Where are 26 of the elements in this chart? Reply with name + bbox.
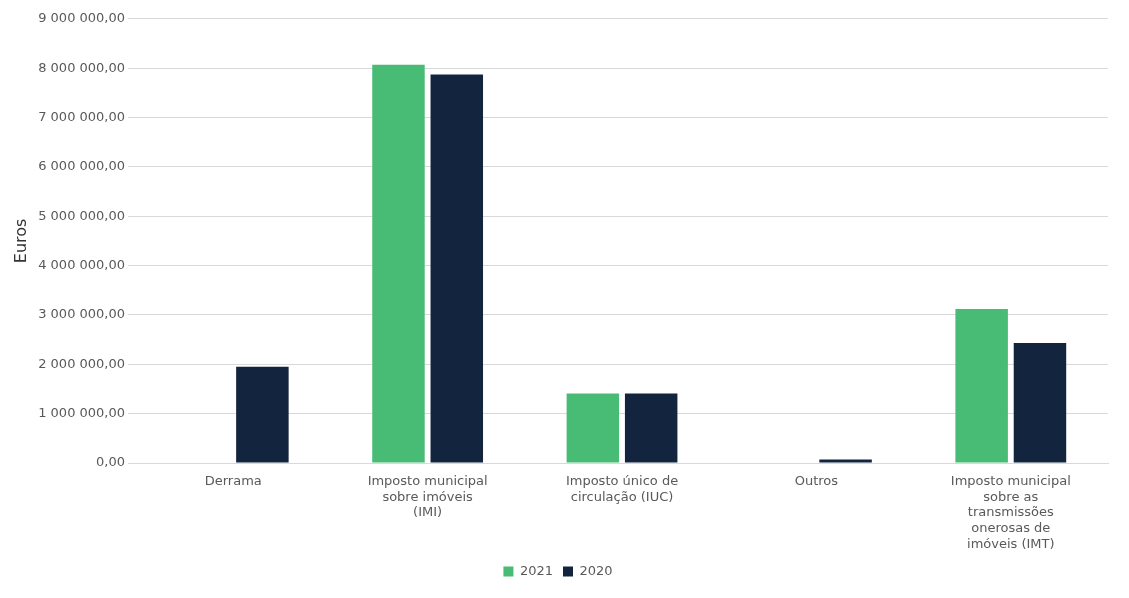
bar: [819, 459, 872, 463]
bar: [372, 64, 425, 463]
y-tick-label: 4 000 000,00: [38, 256, 126, 272]
y-tick-label: 3 000 000,00: [38, 306, 126, 322]
y-axis-title: Euros: [10, 218, 30, 264]
bar: [236, 366, 289, 463]
x-tick-label: Derrama: [204, 473, 262, 489]
x-tick-label: Outros: [794, 473, 839, 489]
y-tick-label: 7 000 000,00: [38, 108, 126, 124]
bar: [566, 393, 620, 463]
y-tick-label: 1 000 000,00: [38, 405, 126, 421]
y-tick-label: 6 000 000,00: [38, 158, 126, 174]
bar: [1013, 343, 1067, 463]
y-tick-label: 8 000 000,00: [38, 59, 126, 75]
x-tick-label: Imposto municipal sobre as transmissões onerosas de imóveis (IMT): [950, 473, 1071, 551]
legend-label: 2020: [579, 562, 613, 578]
legend-label: 2021: [519, 562, 554, 578]
x-tick-label: Imposto municipal sobre imóveis (IMI): [367, 473, 488, 520]
y-tick-label: 5 000 000,00: [38, 207, 126, 223]
y-tick-label: 2 000 000,00: [38, 355, 126, 371]
bar: [955, 309, 1008, 463]
bar: [624, 393, 678, 463]
y-tick-label: 0,00: [96, 454, 126, 470]
y-tick-label: 9 000 000,00: [38, 10, 126, 26]
x-tick-label: Imposto único de circulação (IUC): [565, 473, 679, 504]
bar: [430, 74, 484, 463]
